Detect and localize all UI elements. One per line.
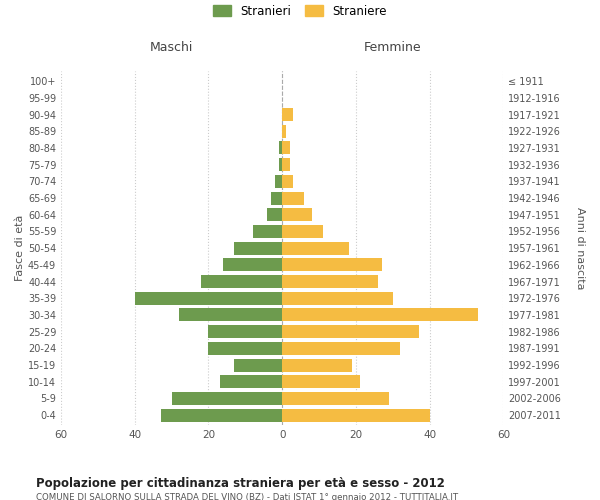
- Bar: [282, 342, 400, 355]
- Bar: [201, 275, 282, 288]
- Bar: [278, 158, 282, 171]
- Bar: [282, 142, 290, 154]
- Bar: [282, 325, 419, 338]
- Bar: [282, 375, 359, 388]
- Bar: [282, 408, 430, 422]
- Y-axis label: Anni di nascita: Anni di nascita: [575, 207, 585, 290]
- Bar: [223, 258, 282, 272]
- Bar: [282, 175, 293, 188]
- Bar: [282, 242, 349, 254]
- Bar: [282, 158, 290, 171]
- Bar: [161, 408, 282, 422]
- Y-axis label: Fasce di età: Fasce di età: [15, 215, 25, 282]
- Bar: [282, 292, 393, 305]
- Text: Femmine: Femmine: [364, 42, 422, 54]
- Bar: [282, 225, 323, 238]
- Bar: [282, 392, 389, 405]
- Bar: [234, 242, 282, 254]
- Text: Maschi: Maschi: [150, 42, 193, 54]
- Bar: [268, 208, 282, 222]
- Bar: [282, 208, 311, 222]
- Bar: [172, 392, 282, 405]
- Text: Popolazione per cittadinanza straniera per età e sesso - 2012: Popolazione per cittadinanza straniera p…: [36, 478, 445, 490]
- Bar: [282, 125, 286, 138]
- Bar: [208, 342, 282, 355]
- Text: COMUNE DI SALORNO SULLA STRADA DEL VINO (BZ) - Dati ISTAT 1° gennaio 2012 - TUTT: COMUNE DI SALORNO SULLA STRADA DEL VINO …: [36, 492, 458, 500]
- Legend: Stranieri, Straniere: Stranieri, Straniere: [208, 0, 392, 22]
- Bar: [220, 375, 282, 388]
- Bar: [282, 308, 478, 322]
- Bar: [275, 175, 282, 188]
- Bar: [208, 325, 282, 338]
- Bar: [282, 192, 304, 204]
- Bar: [282, 258, 382, 272]
- Bar: [278, 142, 282, 154]
- Bar: [234, 358, 282, 372]
- Bar: [282, 275, 378, 288]
- Bar: [271, 192, 282, 204]
- Bar: [282, 108, 293, 121]
- Bar: [282, 358, 352, 372]
- Bar: [253, 225, 282, 238]
- Bar: [179, 308, 282, 322]
- Bar: [135, 292, 282, 305]
